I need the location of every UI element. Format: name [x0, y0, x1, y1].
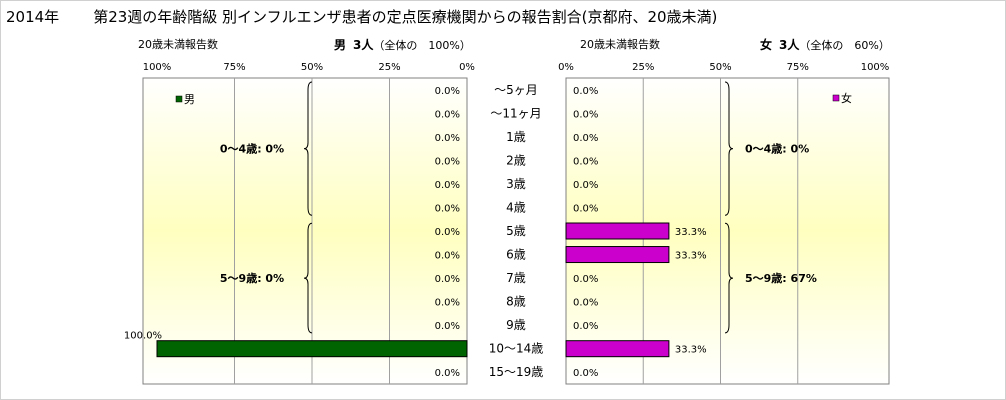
right-tick-label: 100% — [861, 62, 890, 73]
left-legend-label: 男 — [184, 93, 195, 106]
left-bar-label: 0.0% — [435, 86, 460, 97]
category-label: 〜5ヶ月 — [494, 83, 538, 97]
left-count: 3人 — [353, 38, 374, 52]
left-bar-label: 0.0% — [435, 133, 460, 144]
right-bar — [565, 340, 670, 358]
left-bar-label: 0.0% — [435, 298, 460, 309]
category-label: 15〜19歳 — [489, 365, 544, 379]
category-label: 1歳 — [506, 130, 526, 144]
right-sex-header: 女 3人（全体の 60%） — [760, 36, 890, 53]
category-label: 〜11ヶ月 — [490, 106, 541, 120]
right-brace-5-9 — [724, 222, 734, 334]
category-label: 7歳 — [506, 271, 526, 285]
right-count-label: 20歳未満報告数 — [580, 38, 660, 51]
category-label: 3歳 — [506, 177, 526, 191]
right-tick-label: 25% — [632, 62, 654, 73]
title-text: 第23週の年齢階級 別インフルエンザ患者の定点医療機関からの報告割合(京都府、2… — [93, 8, 718, 26]
right-tick-label: 50% — [709, 62, 731, 73]
right-bar-label: 0.0% — [573, 109, 598, 120]
category-label: 9歳 — [506, 318, 526, 332]
left-share: （全体の 100%） — [373, 39, 471, 52]
right-count: 3人 — [779, 38, 800, 52]
left-bar-label: 0.0% — [435, 321, 460, 332]
left-brace-5-9 — [303, 222, 313, 334]
category-label: 8歳 — [506, 295, 526, 309]
right-bar-label: 0.0% — [573, 368, 598, 379]
left-bar-label: 0.0% — [435, 227, 460, 238]
left-tick-label: 25% — [378, 62, 400, 73]
right-bar-label: 0.0% — [573, 133, 598, 144]
category-label: 4歳 — [506, 200, 526, 214]
left-group-label-5-9: 5〜9歳: 0% — [220, 271, 284, 285]
right-bar — [565, 246, 670, 264]
right-bar-label: 33.3% — [675, 227, 707, 238]
left-brace-0-4 — [303, 81, 313, 216]
left-bar-label: 0.0% — [435, 203, 460, 214]
category-label: 6歳 — [506, 248, 526, 262]
left-bar-label: 0.0% — [435, 274, 460, 285]
right-bar-label: 0.0% — [573, 203, 598, 214]
left-bar — [156, 340, 468, 358]
category-label: 2歳 — [506, 153, 526, 167]
left-group-label-0-4: 0〜4歳: 0% — [220, 142, 284, 156]
right-legend-swatch — [832, 94, 840, 102]
left-tick-label: 75% — [223, 62, 245, 73]
left-bar-label: 0.0% — [435, 251, 460, 262]
right-group-label-0-4: 0〜4歳: 0% — [745, 142, 809, 156]
chart-title: 2014年 第23週の年齢階級 別インフルエンザ患者の定点医療機関からの報告割合(… — [6, 6, 717, 27]
right-bar-label: 33.3% — [675, 251, 707, 262]
left-bar-label: 0.0% — [435, 368, 460, 379]
left-bar-label: 0.0% — [435, 156, 460, 167]
left-bar-label: 100.0% — [124, 331, 162, 342]
right-bar-label: 0.0% — [573, 86, 598, 97]
left-tick-label: 50% — [301, 62, 323, 73]
right-group-label-5-9: 5〜9歳: 67% — [745, 271, 817, 285]
title-year: 2014年 — [6, 8, 60, 26]
right-sex: 女 — [760, 38, 773, 52]
left-tick-label: 100% — [143, 62, 172, 73]
right-bar-label: 0.0% — [573, 156, 598, 167]
right-share: （全体の 60%） — [799, 39, 890, 52]
right-bar-label: 0.0% — [573, 274, 598, 285]
left-bar-label: 0.0% — [435, 180, 460, 191]
right-tick-label: 0% — [558, 62, 574, 73]
right-bar-label: 33.3% — [675, 345, 707, 356]
left-tick-label: 0% — [459, 62, 475, 73]
left-count-label: 20歳未満報告数 — [138, 38, 218, 51]
right-bar-label: 0.0% — [573, 298, 598, 309]
category-label: 5歳 — [506, 224, 526, 238]
left-sex-header: 男 3人（全体の 100%） — [334, 36, 471, 53]
left-legend-swatch — [175, 95, 183, 103]
category-label: 10〜14歳 — [489, 342, 544, 356]
right-tick-label: 75% — [787, 62, 809, 73]
right-legend-label: 女 — [841, 91, 852, 105]
right-bar — [565, 222, 670, 240]
left-sex: 男 — [334, 38, 347, 52]
right-brace-0-4 — [724, 81, 734, 216]
right-bar-label: 0.0% — [573, 321, 598, 332]
right-bar-label: 0.0% — [573, 180, 598, 191]
left-plot-area — [142, 77, 468, 385]
left-bar-label: 0.0% — [435, 109, 460, 120]
